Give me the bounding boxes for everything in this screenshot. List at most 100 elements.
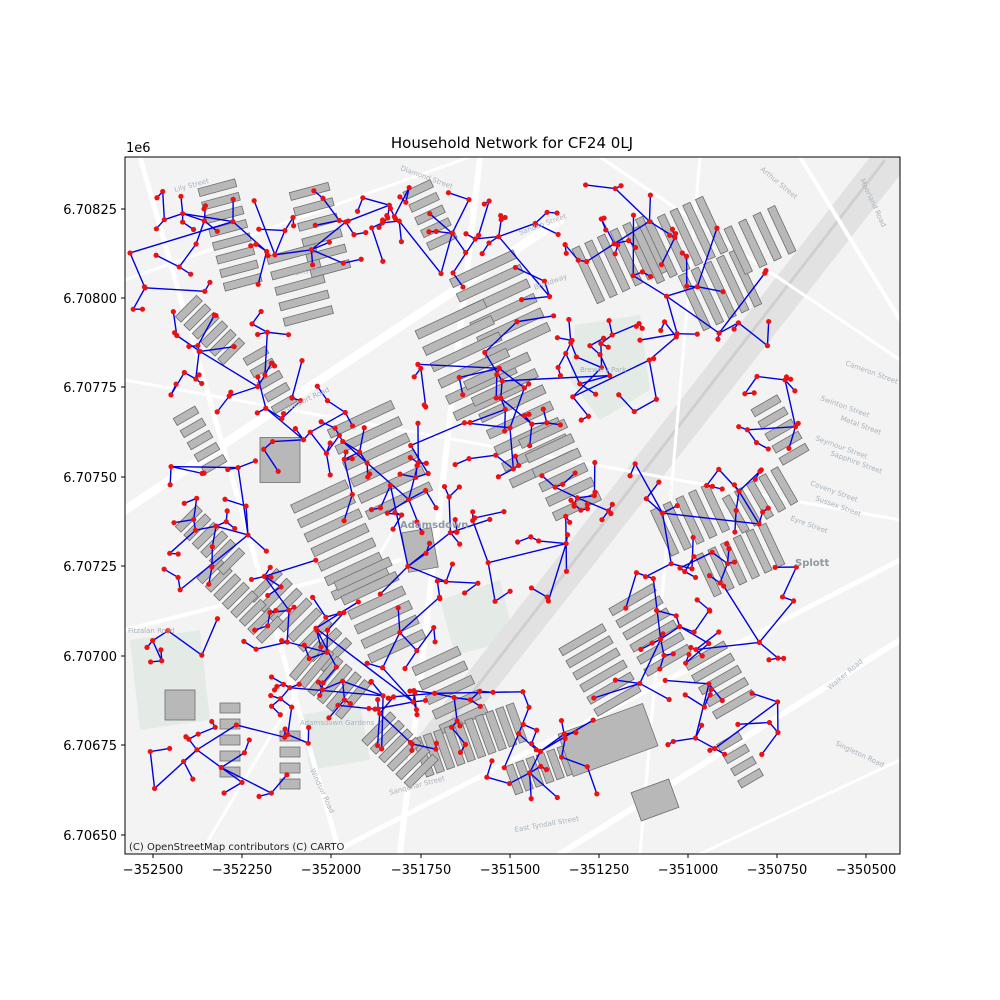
network-edge	[685, 642, 710, 664]
network-edge	[660, 237, 676, 265]
household-node	[766, 657, 772, 663]
network-edge	[696, 227, 718, 287]
household-node	[562, 242, 568, 248]
household-node	[271, 687, 278, 693]
household-node	[309, 262, 316, 268]
household-node	[609, 332, 615, 338]
household-node	[432, 690, 438, 696]
household-node	[657, 666, 663, 672]
household-node	[243, 503, 249, 509]
building	[682, 201, 716, 261]
building	[418, 660, 469, 691]
network-edge	[434, 692, 455, 699]
building	[288, 181, 331, 201]
network-edge	[392, 514, 403, 530]
household-node	[663, 293, 670, 299]
household-node	[670, 651, 676, 657]
household-node	[161, 217, 167, 223]
household-node	[314, 383, 320, 389]
household-node	[744, 427, 751, 433]
network-edge	[766, 321, 770, 346]
household-node	[341, 456, 347, 462]
household-node	[214, 409, 220, 415]
household-node	[375, 706, 381, 712]
network-edge	[267, 331, 289, 336]
network-edge	[498, 222, 536, 238]
axes-frame	[124, 156, 901, 855]
network-edge	[343, 258, 362, 264]
household-node	[520, 689, 526, 695]
x-tick-label: −352000	[301, 863, 362, 878]
household-node	[639, 269, 645, 275]
street-label: Fitzalan Road	[128, 627, 175, 635]
network-edge	[201, 618, 219, 656]
household-node	[506, 780, 513, 787]
household-node	[340, 678, 346, 684]
household-node	[425, 470, 431, 477]
x-tick-label: −351250	[569, 863, 630, 878]
household-node	[616, 392, 622, 398]
household-node	[736, 424, 742, 430]
household-node	[735, 320, 742, 326]
network-edge	[784, 379, 797, 427]
household-node	[765, 446, 771, 452]
household-node	[561, 731, 567, 737]
household-node	[147, 748, 153, 755]
household-node	[318, 644, 324, 650]
network-edge	[407, 552, 427, 567]
household-node	[364, 460, 370, 466]
household-node	[449, 230, 455, 236]
building	[414, 298, 488, 340]
network-edge	[265, 407, 283, 420]
network-edge	[287, 707, 293, 735]
household-node	[165, 628, 171, 634]
household-node	[694, 331, 700, 337]
household-node	[573, 729, 579, 736]
household-node	[154, 195, 160, 201]
household-node	[452, 517, 458, 523]
household-node	[484, 774, 490, 780]
household-node	[153, 226, 159, 232]
building	[183, 303, 212, 332]
building	[292, 197, 335, 217]
household-node	[668, 561, 674, 567]
household-node	[633, 570, 640, 576]
household-node	[286, 607, 292, 613]
household-node	[563, 513, 569, 519]
household-node	[427, 211, 433, 217]
household-node	[150, 638, 156, 644]
household-node	[537, 748, 543, 754]
household-node	[230, 218, 236, 225]
building	[429, 331, 503, 373]
household-node	[630, 272, 636, 279]
household-node	[175, 574, 181, 581]
network-edge	[412, 743, 437, 750]
household-node	[368, 679, 374, 685]
map-panel[interactable]: Ellis Street Newport Road Broadway Adams…	[124, 156, 901, 855]
household-node	[414, 519, 420, 525]
household-node	[190, 226, 197, 233]
network-edge	[144, 287, 205, 293]
network-edge	[264, 332, 269, 376]
household-node	[463, 231, 469, 237]
household-node	[563, 250, 569, 256]
network-edge	[706, 468, 720, 486]
household-node	[415, 361, 421, 367]
household-node	[716, 330, 722, 336]
household-node	[534, 727, 540, 733]
household-node	[724, 561, 731, 567]
household-node	[158, 647, 164, 653]
household-node	[296, 681, 302, 687]
network-edge	[343, 451, 360, 461]
household-node	[273, 607, 279, 614]
building	[764, 418, 796, 442]
household-node	[261, 446, 267, 452]
household-node	[543, 767, 550, 773]
building	[215, 246, 256, 265]
network-edge	[358, 427, 365, 453]
network-edge	[180, 196, 184, 214]
household-node	[647, 273, 654, 280]
network-edge	[379, 696, 395, 715]
building	[687, 489, 718, 539]
network-edge	[747, 425, 796, 431]
